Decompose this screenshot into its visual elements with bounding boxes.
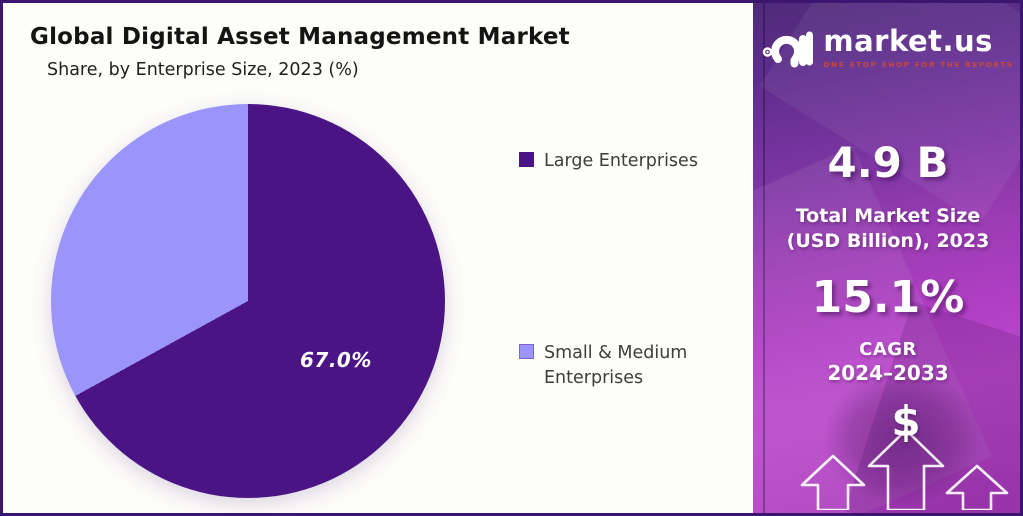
pie-chart [51, 104, 445, 498]
brand-name: market.us [823, 24, 993, 58]
cagr-label: CAGR [859, 339, 917, 360]
chart-card: Global Digital Asset Management Market S… [30, 24, 722, 498]
pie-slice-data-label: 67.0% [300, 348, 372, 372]
legend-swatch-small-medium-enterprises [519, 344, 534, 359]
legend-item-large-enterprises: Large Enterprises [519, 149, 698, 174]
legend-label: Large Enterprises [544, 151, 698, 171]
chart-subtitle: Share, by Enterprise Size, 2023 (%) [47, 60, 359, 80]
total-market-size-label-line1: Total Market Size [795, 205, 981, 227]
total-market-size-label: Total Market Size (USD Billion), 2023 [753, 204, 1023, 253]
total-market-size-label-line2: (USD Billion), 2023 [786, 229, 990, 252]
brand-logo: market.us ONE STOP SHOP FOR THE REPORTS [753, 22, 1023, 74]
legend-swatch-large-enterprises [519, 152, 534, 167]
marketus-logo-icon [762, 22, 814, 74]
chart-title: Global Digital Asset Management Market [30, 24, 570, 50]
cagr-value: 15.1% [811, 272, 965, 323]
total-market-size-value: 4.9 B [827, 138, 949, 187]
dollar-icon: $ [891, 397, 921, 446]
brand-tagline: ONE STOP SHOP FOR THE REPORTS [823, 60, 1014, 69]
growth-arrows-icon [791, 388, 1021, 514]
legend-label: Small & Medium Enterprises [544, 343, 688, 389]
legend-item-small-medium-enterprises: Small & Medium Enterprises [519, 341, 722, 392]
brand-sidebar: market.us ONE STOP SHOP FOR THE REPORTS … [753, 0, 1023, 516]
cagr-period: 2024–2033 [827, 361, 949, 385]
brand-text-block: market.us ONE STOP SHOP FOR THE REPORTS [823, 24, 1014, 70]
